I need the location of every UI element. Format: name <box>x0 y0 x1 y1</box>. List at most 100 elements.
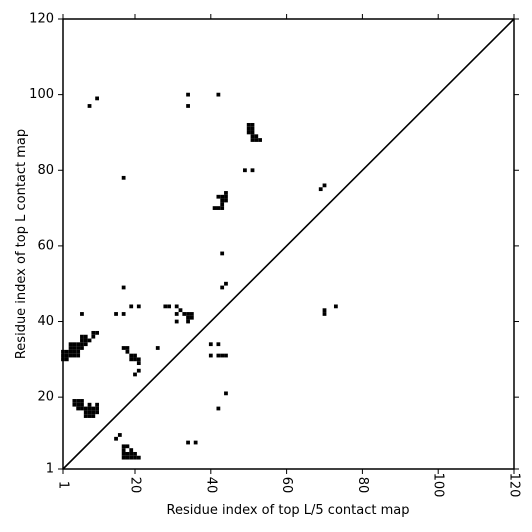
contact-cell <box>133 372 137 377</box>
contact-cell <box>250 138 255 142</box>
contact-cell <box>68 349 73 354</box>
contact-cell <box>91 406 96 411</box>
x-axis-ticks: 1 20 40 60 80 100 120 <box>56 14 522 497</box>
x-tick-label: 20 <box>128 477 143 494</box>
contact-cell <box>167 304 172 309</box>
contact-cell <box>133 451 137 456</box>
contact-cell <box>72 402 77 407</box>
contact-cell <box>250 134 255 139</box>
contact-cell <box>186 92 190 97</box>
contact-cell <box>174 304 179 309</box>
contact-cell <box>125 451 130 456</box>
contact-cell <box>129 357 134 362</box>
contact-cell <box>121 285 126 290</box>
contact-cell <box>216 206 221 210</box>
contact-cell <box>83 410 88 415</box>
contact-cell <box>186 312 190 316</box>
contact-cell <box>220 206 225 210</box>
contact-cell <box>72 399 77 403</box>
contact-cell <box>83 414 88 418</box>
contact-cell <box>87 104 92 108</box>
contact-cell <box>83 406 88 411</box>
contact-cell <box>125 444 130 449</box>
contact-cell <box>133 353 137 358</box>
contact-cell <box>72 349 77 354</box>
contact-cell <box>246 126 251 131</box>
contact-cell <box>216 353 221 358</box>
contact-cell <box>322 308 327 313</box>
contact-cell <box>76 402 81 407</box>
contact-cell <box>72 353 77 358</box>
contact-cell <box>246 130 251 135</box>
y-tick-label: 100 <box>29 87 54 102</box>
x-tick-label: 40 <box>203 477 218 494</box>
contact-cell <box>250 122 255 127</box>
contact-cell <box>87 406 92 411</box>
contact-cell <box>129 304 134 309</box>
x-tick-label: 100 <box>431 473 446 498</box>
y-tick-label: 60 <box>37 238 54 253</box>
contact-cell <box>133 357 137 362</box>
contact-cell <box>254 134 259 139</box>
y-tick-label: 1 <box>46 462 54 477</box>
contact-cell <box>121 444 126 449</box>
x-tick-label: 120 <box>507 473 522 498</box>
contact-cell <box>250 126 255 131</box>
contact-cell <box>91 334 96 339</box>
contact-cell <box>133 455 137 460</box>
contact-cell <box>72 342 77 347</box>
x-tick-label: 1 <box>56 481 71 489</box>
contact-cell <box>224 391 228 396</box>
contact-cell <box>258 138 262 142</box>
contact-cell <box>121 455 126 460</box>
contact-cell <box>224 281 228 286</box>
contact-cell <box>129 353 134 358</box>
contact-cell <box>189 312 194 316</box>
contact-cell <box>220 251 225 256</box>
contact-cell <box>95 406 99 411</box>
contact-cell <box>136 304 141 309</box>
contact-cell <box>64 353 69 358</box>
contact-cell <box>121 312 126 316</box>
contact-cell <box>83 338 88 343</box>
contact-cell <box>64 349 69 354</box>
contact-cell <box>76 342 81 347</box>
contact-cell <box>174 312 179 316</box>
contact-cell <box>91 414 96 418</box>
contact-cell <box>95 402 99 407</box>
contact-cell <box>80 312 84 316</box>
contact-cell <box>76 353 81 358</box>
diagonal-line <box>62 18 515 470</box>
contact-cell <box>224 353 228 358</box>
contact-cell <box>121 346 126 350</box>
contact-cell <box>220 285 225 290</box>
x-axis-label: Residue index of top L/5 contact map <box>167 503 410 518</box>
contact-cell <box>208 342 213 347</box>
contact-cell <box>83 342 88 347</box>
contact-cell <box>220 353 225 358</box>
x-tick-label: 80 <box>355 477 370 494</box>
contact-cell <box>155 346 160 350</box>
contact-cell <box>243 168 247 173</box>
y-tick-label: 20 <box>37 390 54 405</box>
contact-cell <box>91 330 96 335</box>
contact-cell <box>250 168 255 173</box>
contact-cell <box>129 451 134 456</box>
contact-cell <box>87 410 92 415</box>
contact-cell <box>216 92 221 97</box>
y-tick-label: 40 <box>37 314 54 329</box>
contact-cell <box>186 104 190 108</box>
contact-cell <box>136 361 141 366</box>
contact-cell <box>254 138 259 142</box>
x-tick-label: 60 <box>279 477 294 494</box>
contact-cell <box>216 342 221 347</box>
contact-cell <box>68 353 73 358</box>
contact-cell <box>224 194 228 199</box>
contact-cell <box>129 448 134 452</box>
contact-cell <box>64 357 69 362</box>
contact-cell <box>220 194 225 199</box>
contact-cell <box>76 346 81 350</box>
contact-cell <box>87 414 92 418</box>
contact-cell <box>333 304 338 309</box>
